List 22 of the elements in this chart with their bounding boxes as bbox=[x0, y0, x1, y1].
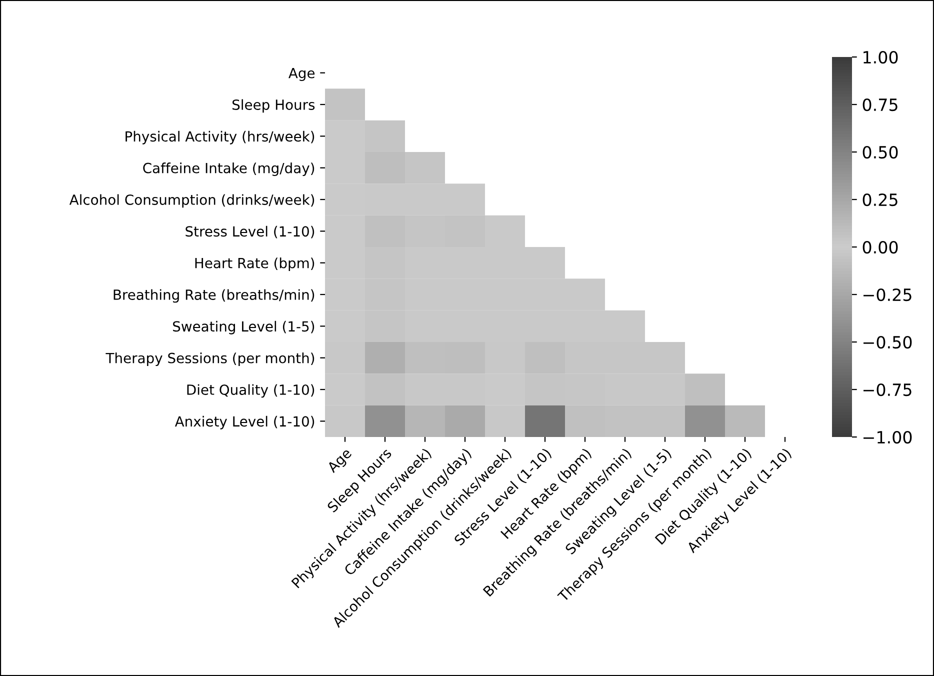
color-bar-label: 0.75 bbox=[862, 98, 898, 112]
y-tick-label: Physical Activity (hrs/week) bbox=[126, 130, 314, 144]
y-tick-label: Caffeine Intake (mg/day) bbox=[143, 162, 314, 176]
color-bar-label: 0.50 bbox=[862, 146, 898, 159]
y-tick-label: Anxiety Level (1-10) bbox=[174, 416, 314, 430]
y-tick-label: Heart Rate (bpm) bbox=[195, 258, 314, 271]
color-bar-label: −0.75 bbox=[863, 383, 912, 396]
color-bar-label: 1.00 bbox=[864, 50, 898, 64]
color-bar-label: 0.25 bbox=[862, 193, 898, 206]
y-tick-label: Diet Quality (1-10) bbox=[187, 384, 314, 398]
y-tick-label: Breathing Rate (breaths/min) bbox=[114, 289, 314, 303]
y-tick-label: Sweating Level (1-5) bbox=[173, 320, 314, 334]
color-bar-label: −1.00 bbox=[863, 430, 912, 444]
y-tick-label: Alcohol Consumption (drinks/week) bbox=[69, 194, 314, 208]
color-bar-label: 0.00 bbox=[862, 240, 898, 254]
x-tick-label: Age bbox=[326, 448, 354, 476]
y-tick-label: Therapy Sessions (per month) bbox=[106, 352, 314, 366]
color-bar-label: −0.50 bbox=[863, 336, 912, 349]
color-bar-label: −0.25 bbox=[863, 288, 912, 302]
y-tick-label: Sleep Hours bbox=[232, 99, 315, 113]
y-tick-label: Age bbox=[288, 68, 315, 81]
y-tick-label: Stress Level (1-10) bbox=[186, 226, 314, 238]
